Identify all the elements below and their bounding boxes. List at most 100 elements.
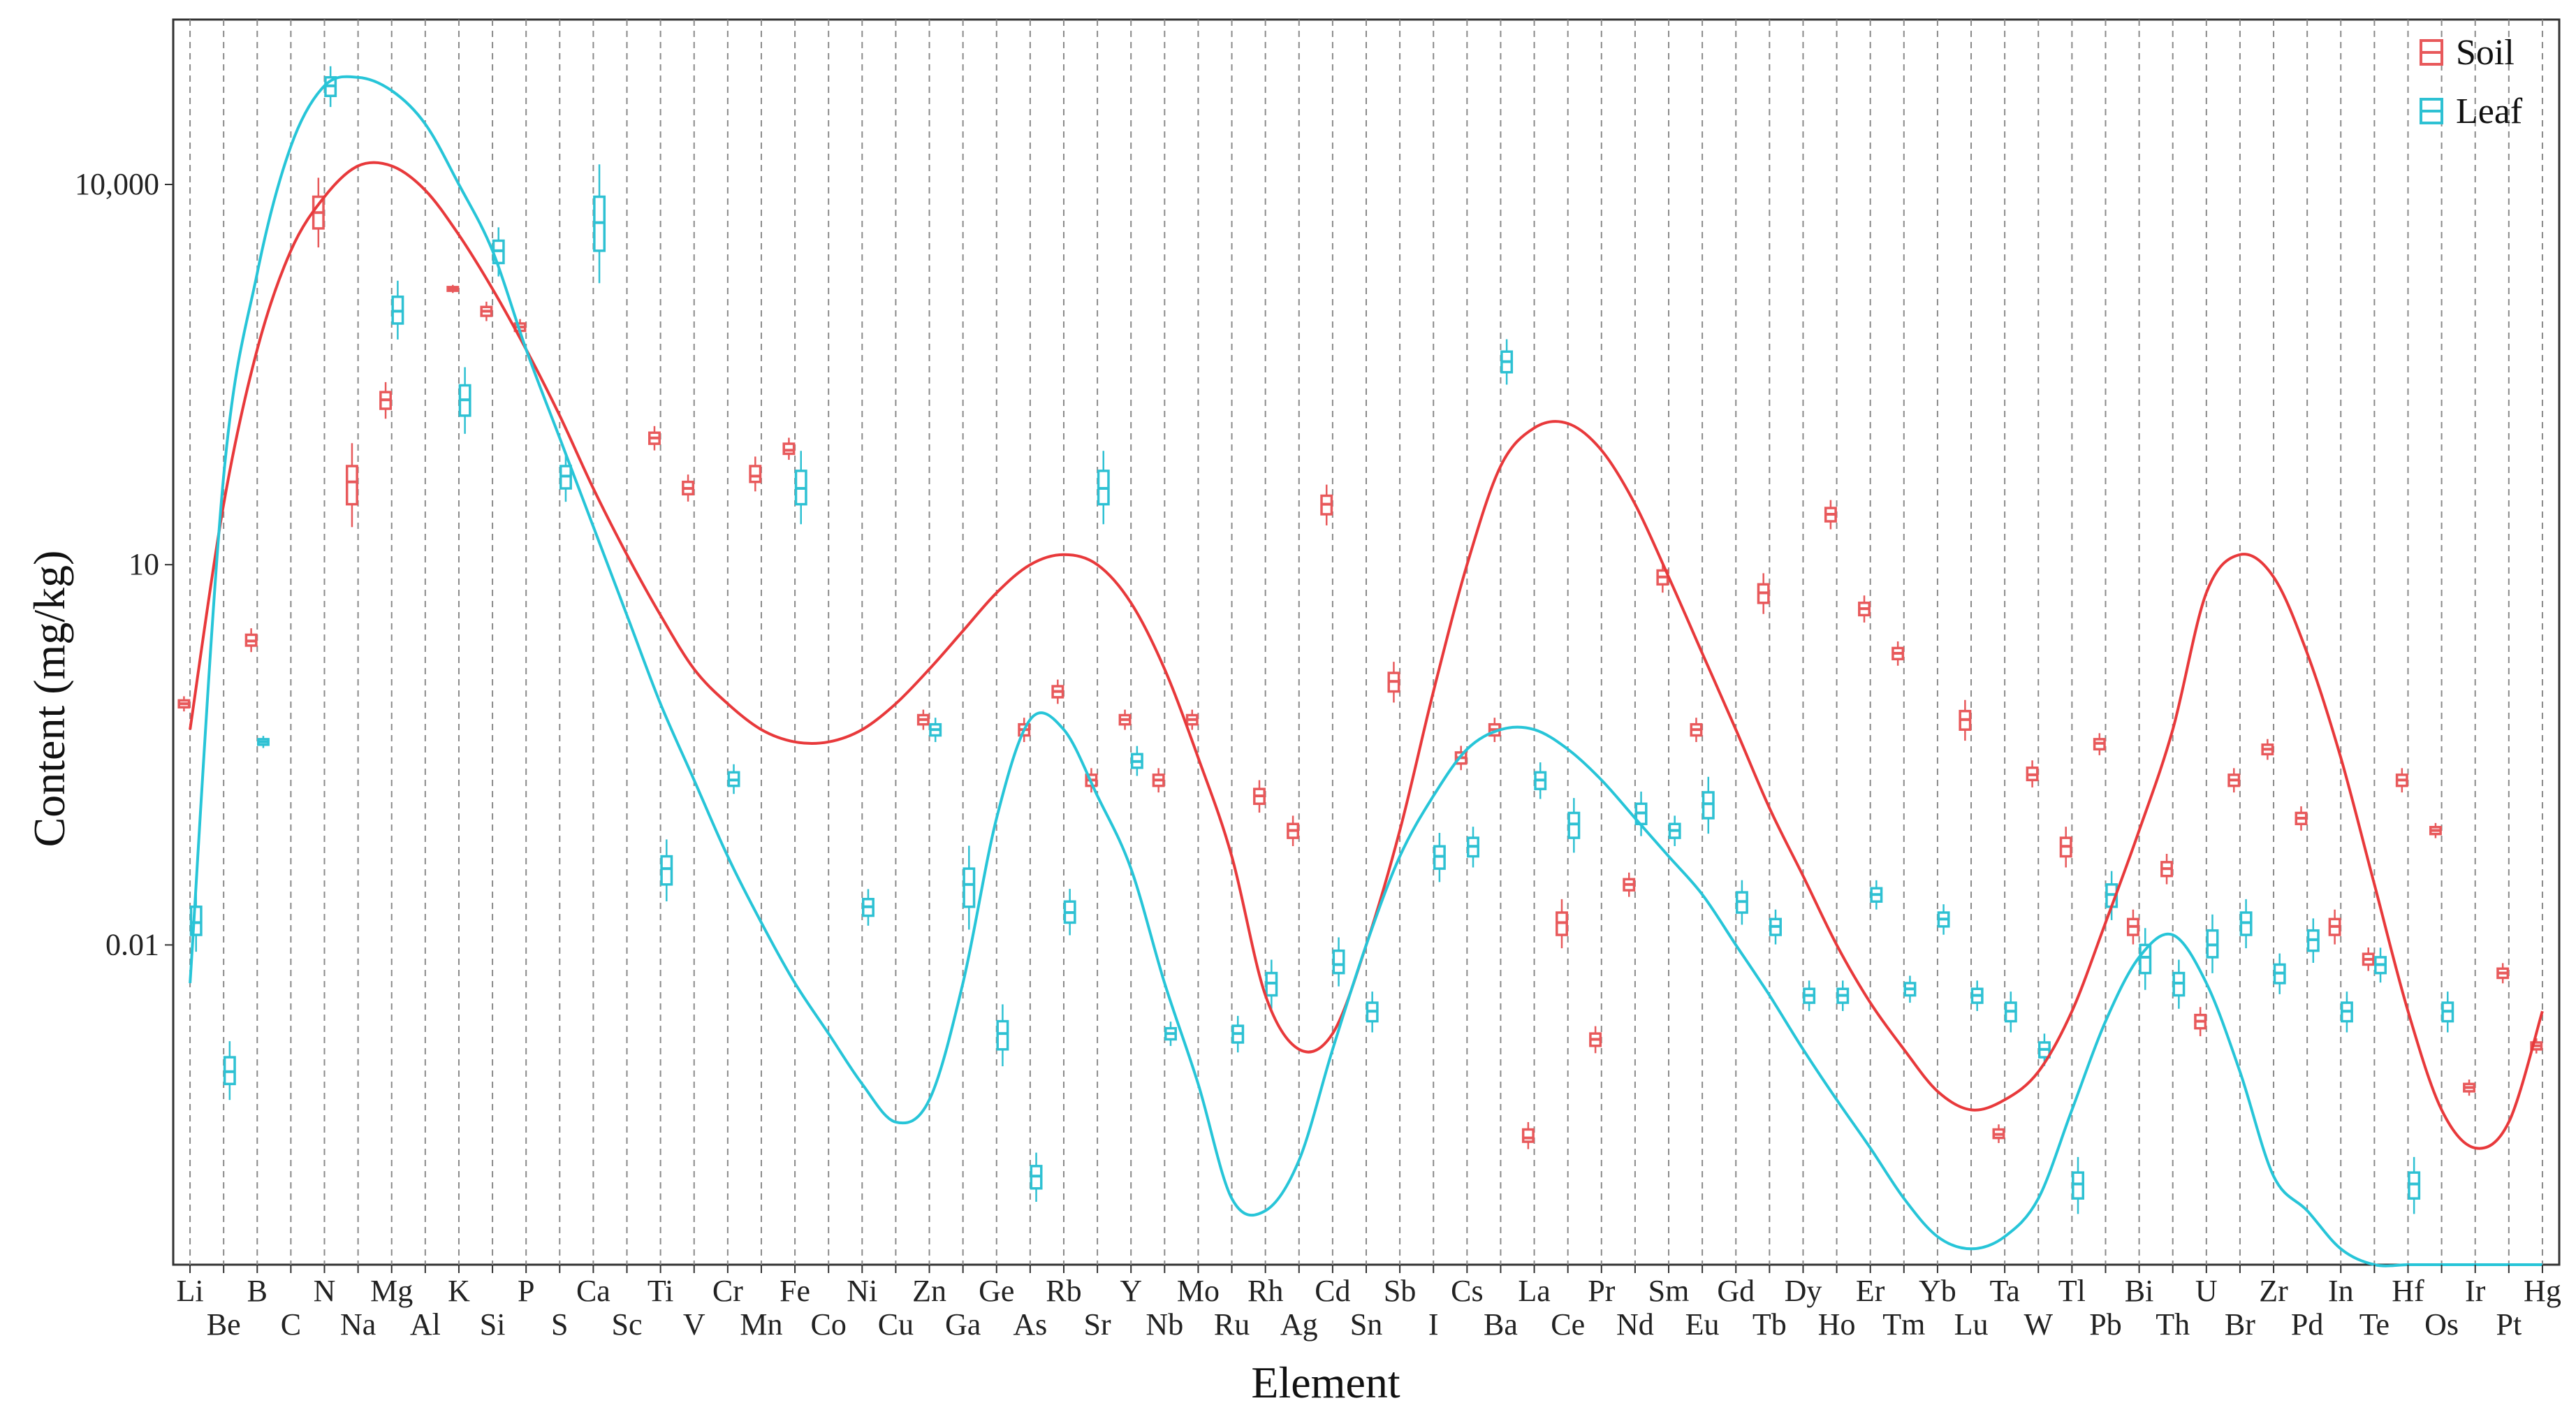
box-leaf-th (2172, 959, 2186, 1009)
x-tick-label: Li (177, 1274, 204, 1308)
box-soil-ce (1556, 899, 1568, 949)
box-soil-fe (782, 437, 796, 460)
box-soil-ta (1992, 1124, 2005, 1143)
x-tick-label: Rh (1247, 1274, 1283, 1308)
x-tick-label: Mn (740, 1307, 782, 1342)
x-tick-label: S (551, 1307, 568, 1342)
x-tick-label: Ga (945, 1307, 981, 1342)
box-leaf-te (2374, 947, 2387, 983)
x-tick-label: Os (2424, 1307, 2459, 1342)
box-leaf-b (256, 736, 270, 748)
x-axis: LiBeBCNNaMgAlKSiPSCaScTiVCrMnFeCoNiCuZnG… (177, 1265, 2561, 1342)
box-soil-hg (2530, 1038, 2543, 1054)
box-soil-b (244, 628, 258, 653)
box-soil-y (1118, 709, 1132, 730)
boxes-layer (177, 66, 2543, 1214)
box-leaf-be (223, 1041, 236, 1100)
box-soil-ir (2463, 1080, 2476, 1096)
box-leaf-tb (1769, 909, 1782, 945)
x-tick-label: Cu (878, 1307, 914, 1342)
box-soil-mn (749, 456, 762, 492)
x-tick-label: Br (2225, 1307, 2255, 1342)
box-soil-n (312, 177, 325, 248)
box-leaf-as (1030, 1152, 1043, 1202)
box-soil-tb (1757, 573, 1770, 614)
x-tick-label: U (2195, 1274, 2218, 1308)
box-leaf-sn (1366, 991, 1379, 1033)
box-soil-tl (2059, 827, 2072, 868)
box-leaf-gd (1735, 880, 1748, 925)
box-soil-la (1521, 1121, 1535, 1149)
box-leaf-rb (1063, 889, 1076, 936)
box-leaf-la (1534, 762, 1547, 799)
x-tick-label: I (1428, 1307, 1439, 1342)
x-tick-label: Mg (370, 1274, 413, 1308)
box-soil-rb (1051, 679, 1064, 704)
x-tick-label: As (1013, 1307, 1047, 1342)
box-soil-li (177, 696, 191, 712)
box-leaf-in (2340, 991, 2353, 1033)
box-leaf-eu (1702, 776, 1715, 834)
x-tick-label: Co (811, 1307, 847, 1342)
box-soil-na (345, 443, 358, 528)
plot-border (172, 18, 2561, 1266)
box-leaf-s (559, 452, 572, 502)
box-body (2072, 1171, 2084, 1200)
box-leaf-sm (1668, 815, 1681, 846)
box-soil-ho (1824, 500, 1837, 530)
x-tick-label: Nb (1146, 1307, 1183, 1342)
box-leaf-i (1433, 833, 1446, 882)
x-tick-label: Y (1120, 1274, 1142, 1308)
box-body (996, 1019, 1009, 1051)
box-leaf-ni (862, 889, 874, 926)
box-leaf-os (2441, 991, 2454, 1033)
y-tick-label: 0.01 (105, 927, 159, 961)
x-tick-label: Nd (1616, 1307, 1654, 1342)
box-leaf-mg (391, 280, 404, 340)
box-soil-w (2026, 760, 2039, 787)
box-leaf-ga (963, 845, 976, 930)
x-tick-label: Yb (1919, 1274, 1956, 1308)
x-tick-label: Tl (2058, 1274, 2086, 1308)
box-leaf-lu (1970, 980, 1984, 1011)
box-soil-mo (1185, 709, 1199, 730)
box-leaf-sr (1097, 451, 1110, 525)
curves-layer (189, 75, 2544, 1267)
box-soil-os (2429, 822, 2442, 838)
x-tick-label: Ba (1484, 1307, 1518, 1342)
y-tick-label: 10 (129, 547, 159, 581)
x-tick-label: Dy (1785, 1274, 1822, 1308)
box-leaf-tl (2072, 1156, 2084, 1214)
box-soil-cd (1320, 484, 1333, 525)
x-tick-label: In (2328, 1274, 2354, 1308)
x-tick-label: La (1518, 1274, 1550, 1308)
box-soil-sb (1387, 662, 1400, 703)
x-tick-label: Zr (2259, 1274, 2288, 1308)
box-body (782, 442, 796, 456)
box-leaf-ce (1567, 798, 1581, 853)
box-soil-eu (1690, 718, 1703, 742)
box-leaf-br (2239, 899, 2253, 949)
box-soil-pd (2295, 806, 2308, 831)
x-tick-label: N (314, 1274, 336, 1308)
y-axis: 0.01 10 10,000 (75, 167, 173, 961)
box-soil-pr (1589, 1026, 1602, 1054)
x-tick-label: C (281, 1307, 301, 1342)
box-soil-th (2160, 853, 2174, 885)
box-leaf-rh (1265, 959, 1278, 1009)
x-tick-label: Eu (1685, 1307, 1720, 1342)
box-leaf-zr (2273, 953, 2286, 994)
x-tick-label: Cr (712, 1274, 743, 1308)
x-tick-label: Tm (1882, 1307, 1925, 1342)
box-soil-ag (1287, 815, 1300, 846)
x-tick-label: K (448, 1274, 470, 1308)
x-tick-label: Ce (1551, 1307, 1585, 1342)
box-soil-tm (1891, 641, 1905, 666)
box-body (749, 465, 762, 484)
x-tick-label: Sc (612, 1307, 643, 1342)
x-tick-label: Hg (2524, 1274, 2561, 1308)
x-tick-label: Cd (1315, 1274, 1350, 1308)
box-leaf-ba (1500, 339, 1514, 385)
box-leaf-cr (727, 764, 740, 794)
